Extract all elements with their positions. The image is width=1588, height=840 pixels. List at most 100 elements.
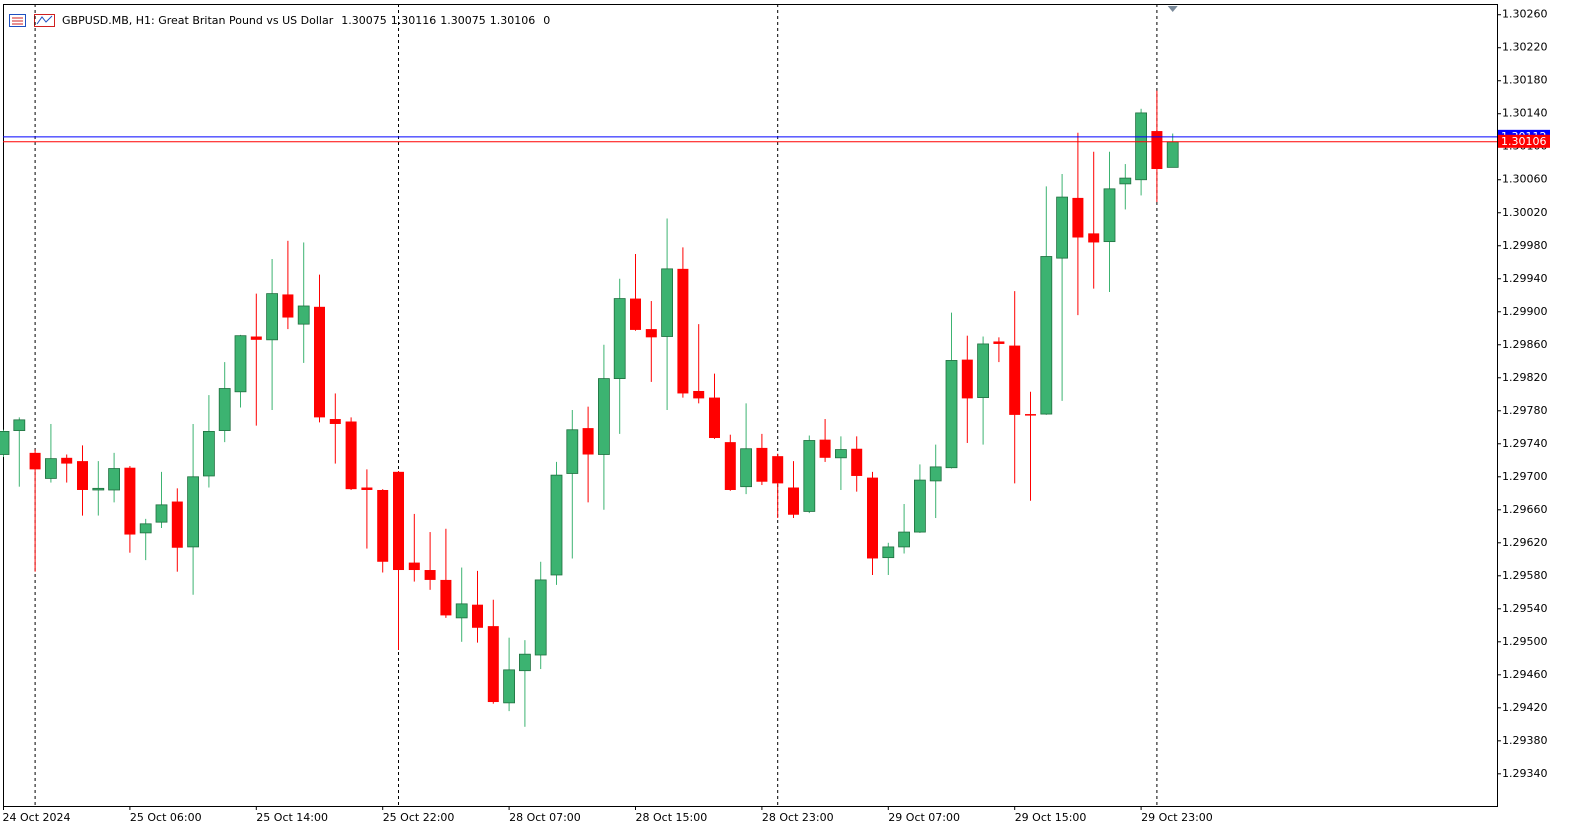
candle-body xyxy=(534,579,547,656)
candle-body xyxy=(139,523,152,534)
candle-body xyxy=(408,562,420,571)
candle-body xyxy=(1135,112,1147,181)
candle-body xyxy=(487,626,499,703)
header-open: 1.30075 xyxy=(341,14,387,27)
candle-body xyxy=(788,487,799,515)
y-tick-label: 1.29820 xyxy=(1502,371,1548,384)
candle-body xyxy=(61,457,73,464)
y-tick-label: 1.30020 xyxy=(1502,206,1548,219)
candle-body xyxy=(630,298,641,330)
candle-body xyxy=(361,487,373,490)
candle-body xyxy=(218,388,231,431)
y-tick-label: 1.29580 xyxy=(1502,569,1548,582)
x-tick-label: 29 Oct 07:00 xyxy=(888,811,960,824)
candle-body xyxy=(566,429,579,474)
symbol-icons xyxy=(9,14,55,27)
y-tick-label: 1.30140 xyxy=(1502,107,1548,120)
candle-body xyxy=(171,501,183,548)
bid-label-box xyxy=(1498,134,1550,148)
x-tick-label: 24 Oct 2024 xyxy=(3,811,71,824)
candle-body xyxy=(155,504,168,523)
candle-body xyxy=(1166,141,1179,168)
header-high: 1.30116 xyxy=(391,14,437,27)
candle-body xyxy=(29,452,41,470)
candle-body xyxy=(772,456,784,484)
y-tick-label: 1.29860 xyxy=(1502,338,1548,351)
candle-body xyxy=(297,305,310,325)
bid-label: 1.30106 xyxy=(1501,135,1547,148)
y-tick-label: 1.30260 xyxy=(1502,8,1548,21)
y-tick-label: 1.29780 xyxy=(1502,404,1548,417)
y-tick-label: 1.30060 xyxy=(1502,173,1548,186)
plot-frame xyxy=(3,4,1498,807)
candle-body xyxy=(187,476,200,548)
y-tick-label: 1.29700 xyxy=(1502,470,1548,483)
candle-body xyxy=(945,360,958,469)
header-spread: 0 xyxy=(543,14,550,27)
x-tick-label: 25 Oct 06:00 xyxy=(130,811,202,824)
y-tick-label: 1.29340 xyxy=(1502,767,1548,780)
candle-body xyxy=(77,461,88,490)
candle-body xyxy=(519,653,531,672)
candle-body xyxy=(1119,177,1132,185)
candle-body xyxy=(851,448,863,476)
candle-body xyxy=(393,471,404,571)
candle-body xyxy=(455,603,468,619)
candle-body xyxy=(645,329,657,338)
shift-marker xyxy=(1167,6,1178,12)
candle-body xyxy=(424,570,436,580)
x-tick-label: 25 Oct 22:00 xyxy=(383,811,455,824)
x-tick-label: 28 Oct 15:00 xyxy=(636,811,708,824)
candle-body xyxy=(314,306,325,418)
y-tick-label: 1.29380 xyxy=(1502,734,1548,747)
candle-body xyxy=(961,359,973,399)
candle-body xyxy=(582,428,594,455)
header-close: 1.30106 xyxy=(490,14,536,27)
candle-body xyxy=(345,421,357,490)
candle-body xyxy=(0,431,10,455)
y-tick-label: 1.29540 xyxy=(1502,602,1548,615)
candle-body xyxy=(740,448,752,488)
x-tick-label: 29 Oct 15:00 xyxy=(1015,811,1087,824)
candle-body xyxy=(1056,196,1068,259)
candle-body xyxy=(613,298,626,379)
candle-body xyxy=(867,477,878,559)
candle-body xyxy=(550,474,563,576)
candle-body xyxy=(1072,197,1084,238)
candle-body xyxy=(693,390,705,399)
x-tick-label: 25 Oct 14:00 xyxy=(256,811,328,824)
candle-body xyxy=(266,293,279,341)
x-tick-label: 29 Oct 23:00 xyxy=(1141,811,1213,824)
candle-body xyxy=(819,439,831,458)
candle-body xyxy=(709,397,720,439)
y-tick-label: 1.29500 xyxy=(1502,635,1548,648)
candle-body xyxy=(124,467,136,535)
icon-chart-line xyxy=(36,15,53,25)
x-tick-label: 28 Oct 07:00 xyxy=(509,811,581,824)
y-tick-label: 1.29980 xyxy=(1502,239,1548,252)
candle-body xyxy=(503,669,516,704)
x-tick-label: 28 Oct 23:00 xyxy=(762,811,834,824)
candle-body xyxy=(598,378,610,455)
candle-body xyxy=(835,449,847,459)
candle-body xyxy=(13,419,26,431)
candle-body xyxy=(329,419,341,424)
candle-body xyxy=(1025,414,1036,416)
candle-body xyxy=(234,335,247,393)
candle-body xyxy=(929,466,942,482)
chart-title: GBPUSD.MB, H1: Great Britan Pound vs US … xyxy=(62,14,334,27)
candle-body xyxy=(756,447,768,482)
candle-body xyxy=(977,343,989,398)
candle-body xyxy=(1040,256,1053,415)
y-tick-label: 1.29420 xyxy=(1502,701,1548,714)
y-tick-label: 1.29460 xyxy=(1502,668,1548,681)
y-tick-label: 1.29620 xyxy=(1502,536,1548,549)
candle-body xyxy=(803,440,816,512)
chart-header: GBPUSD.MB, H1: Great Britan Pound vs US … xyxy=(62,14,550,27)
candle-body xyxy=(440,579,452,616)
header-low: 1.30075 xyxy=(440,14,486,27)
candle-body xyxy=(472,604,483,628)
y-tick-label: 1.30180 xyxy=(1502,74,1548,87)
candle-body xyxy=(914,479,926,533)
